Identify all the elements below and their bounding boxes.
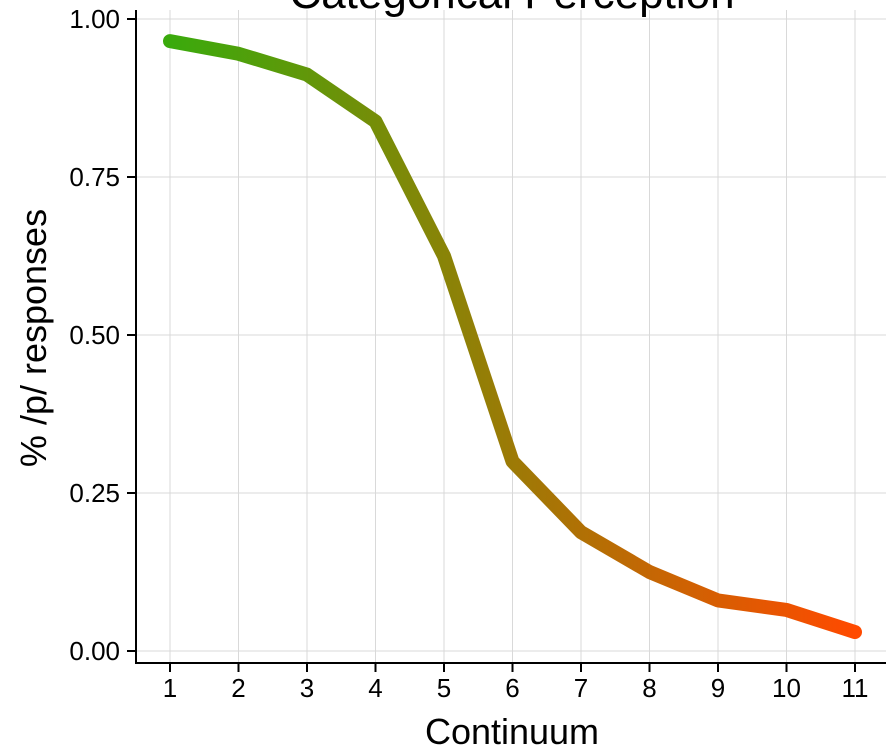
x-tick-label: 10 (772, 673, 801, 703)
y-tick-label: 0.50 (69, 320, 120, 350)
grid (136, 10, 886, 663)
x-tick-label: 1 (163, 673, 177, 703)
data-point-8 (647, 569, 653, 575)
data-point-6 (510, 458, 516, 464)
data-point-10 (784, 607, 790, 613)
data-point-5 (441, 253, 447, 259)
x-tick-label: 6 (505, 673, 519, 703)
x-axis-label: Continuum (425, 711, 599, 750)
y-axis-label: % /p/ responses (13, 209, 54, 467)
y-tick-label: 0.25 (69, 478, 120, 508)
data-point-11 (852, 629, 858, 635)
ticks: 1 2 3 4 5 6 7 8 9 10 11 0.00 0.25 0.50 0.75 1.00 (69, 4, 868, 703)
x-tick-label: 2 (231, 673, 245, 703)
y-tick-label: 0.75 (69, 162, 120, 192)
data-point-2 (236, 51, 242, 57)
y-tick-label: 0.00 (69, 636, 120, 666)
y-tick-label: 1.00 (69, 4, 120, 34)
data-point-1 (167, 38, 173, 44)
data-point-7 (578, 529, 584, 535)
x-tick-label: 9 (711, 673, 725, 703)
data-point-9 (715, 597, 721, 603)
x-tick-label: 4 (368, 673, 382, 703)
x-tick-label: 5 (437, 673, 451, 703)
axes (135, 10, 886, 664)
data-point-4 (373, 118, 379, 124)
series-layer (163, 34, 862, 640)
x-tick-label: 7 (574, 673, 588, 703)
x-tick-label: 11 (842, 673, 869, 703)
data-point-3 (304, 72, 310, 78)
x-tick-label: 3 (300, 673, 314, 703)
series-line-0 (163, 34, 862, 640)
x-tick-label: 8 (642, 673, 656, 703)
chart-title: Categorical Perception (289, 0, 734, 18)
